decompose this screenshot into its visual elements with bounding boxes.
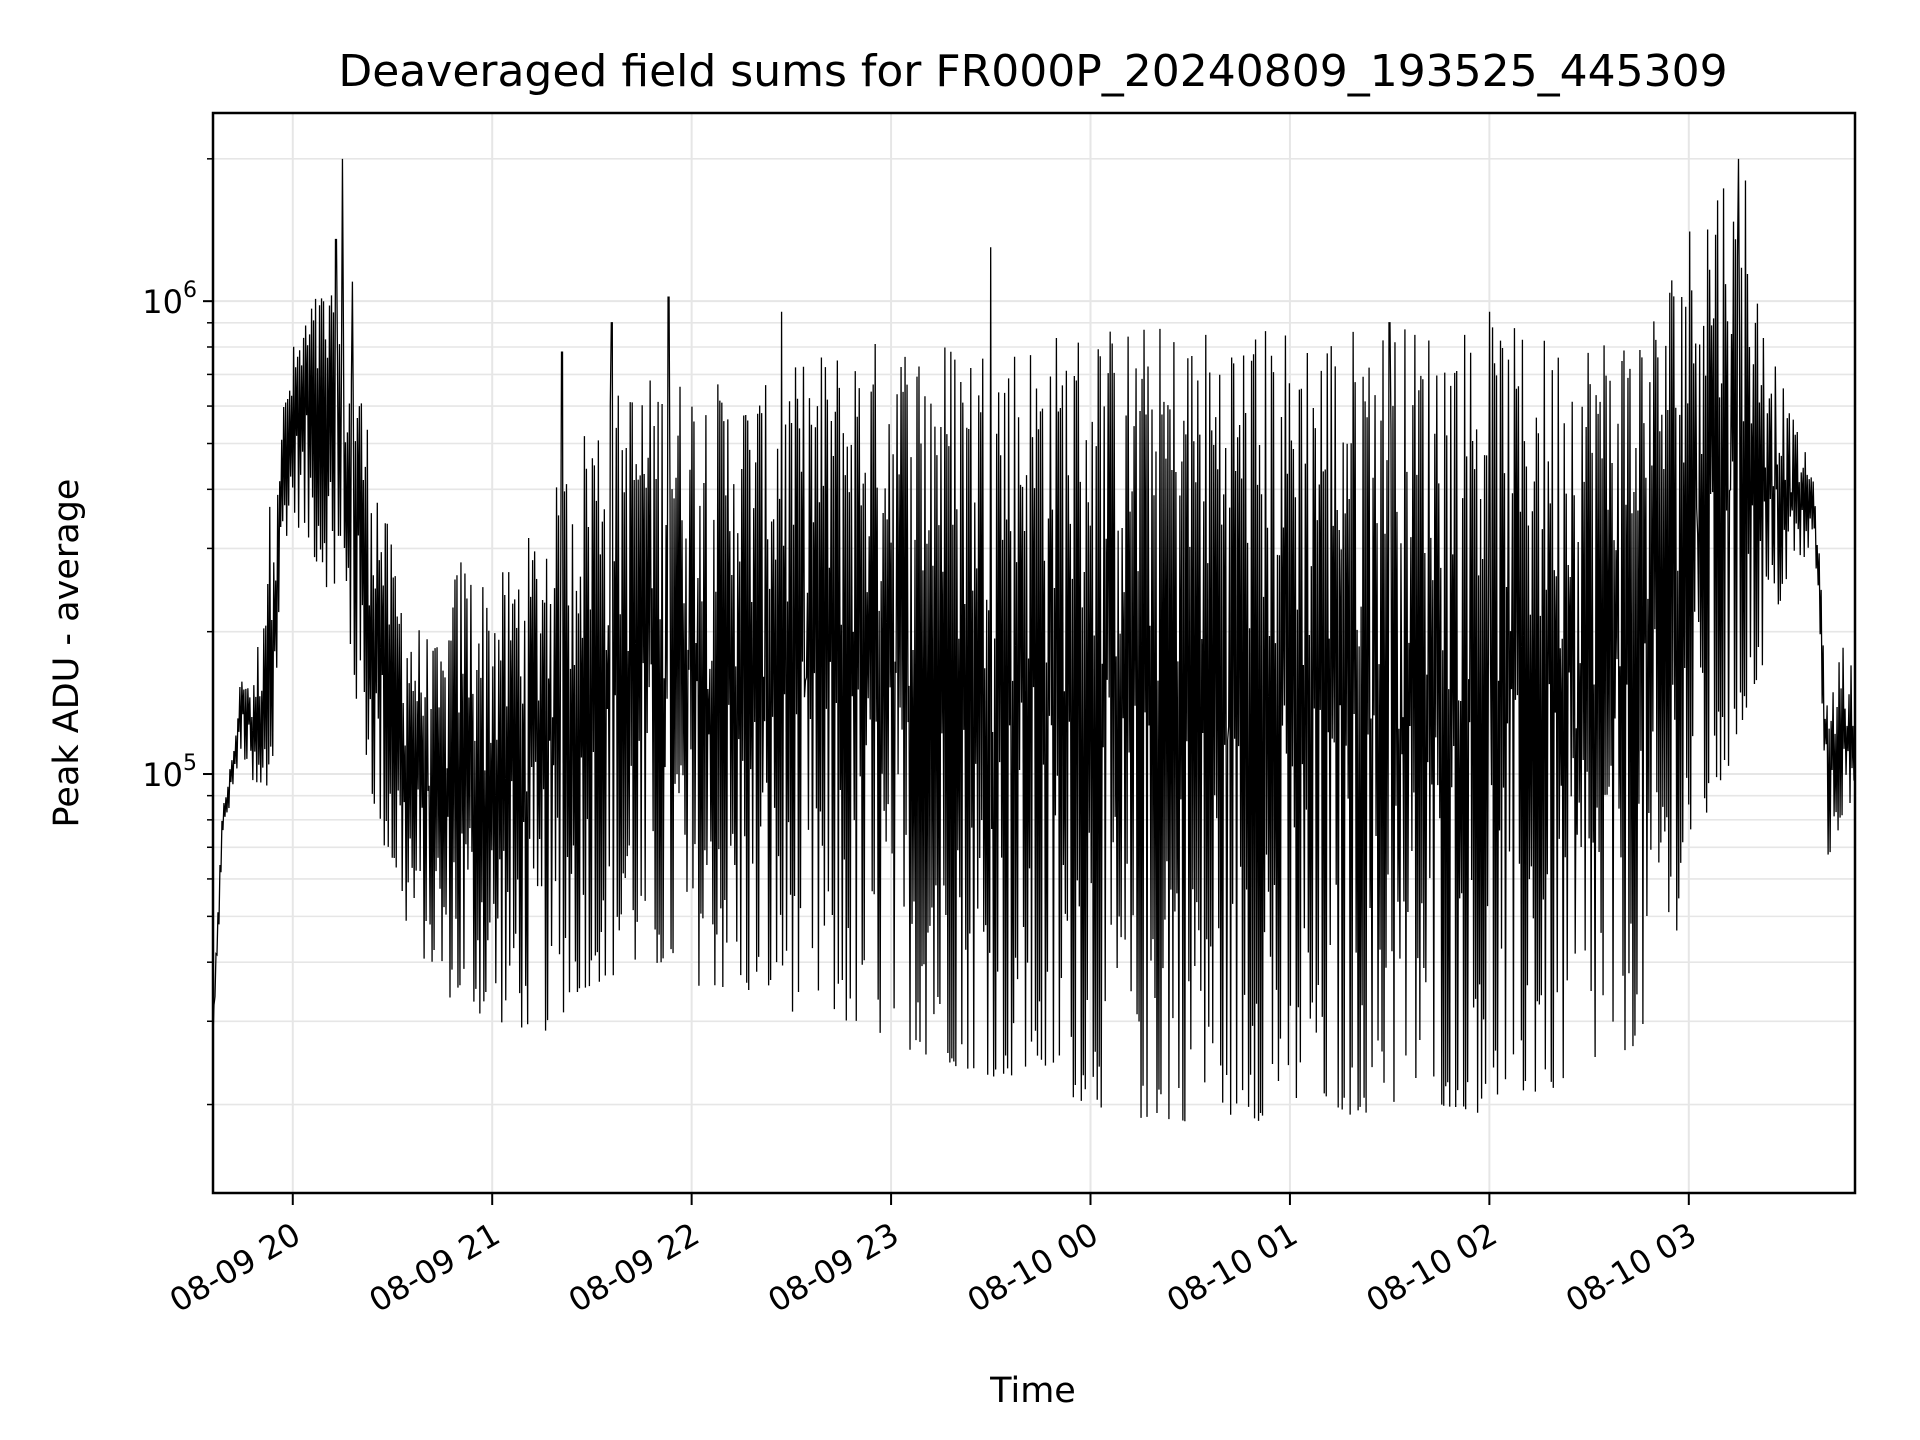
series-line xyxy=(212,158,1856,1122)
x-tick-label: 08-09 22 xyxy=(562,1215,706,1320)
x-tick-label: 08-09 20 xyxy=(163,1215,307,1320)
x-tick-label: 08-10 01 xyxy=(1160,1215,1304,1320)
plot-frame xyxy=(211,111,1857,1195)
y-tick-label-exponent: 5 xyxy=(183,751,197,776)
x-tick-label: 08-10 00 xyxy=(961,1215,1105,1320)
x-tick-label: 08-10 02 xyxy=(1360,1215,1504,1320)
x-ticks: 08-09 20 08-09 21 08-09 22 08-09 23 08-10 00… xyxy=(163,1193,1703,1320)
x-tick-label: 08-10 03 xyxy=(1559,1215,1703,1320)
y-tick-label: 105 xyxy=(142,751,197,794)
y-axis-label: Peak ADU - average xyxy=(47,479,87,828)
y-tick-label-base: 10 xyxy=(142,283,183,321)
chart-title: Deaveraged field sums for FR000P_2024080… xyxy=(338,46,1727,97)
x-axis-label: Time xyxy=(989,1371,1076,1411)
y-tick-label: 106 xyxy=(142,278,197,321)
y-tick-label-base: 10 xyxy=(142,756,183,794)
x-tick-label: 08-09 21 xyxy=(363,1215,507,1320)
x-tick-label: 08-09 23 xyxy=(761,1215,905,1320)
y-tick-label-exponent: 6 xyxy=(183,278,197,303)
